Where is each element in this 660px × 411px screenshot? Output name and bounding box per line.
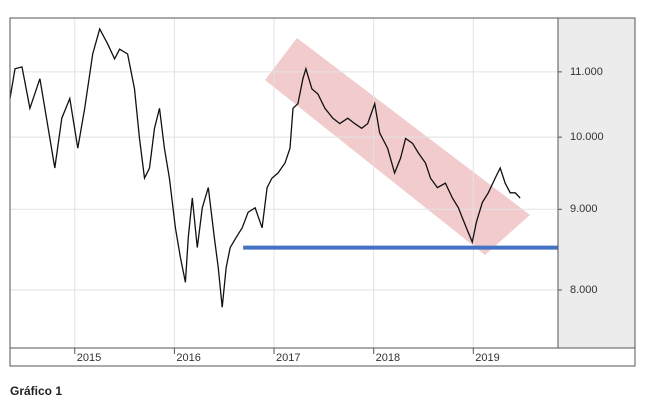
frame xyxy=(9,17,636,367)
x-tick-label: 2019 xyxy=(475,352,499,364)
y-tick-label: 9.000 xyxy=(570,203,598,215)
x-tick-label: 2017 xyxy=(276,352,300,364)
y-axis-panel xyxy=(558,18,635,348)
grid xyxy=(10,18,558,348)
x-tick-label: 2018 xyxy=(376,352,400,364)
price-line xyxy=(9,27,521,308)
y-tick-label: 8.000 xyxy=(570,284,598,296)
y-tick-label: 10.000 xyxy=(570,131,604,143)
x-tick-label: 2015 xyxy=(77,352,101,364)
trend-channel xyxy=(265,38,530,255)
x-tick-label: 2016 xyxy=(176,352,200,364)
caption: Gráfico 1 xyxy=(10,384,62,398)
y-tick-label: 11.000 xyxy=(570,66,603,78)
marks xyxy=(9,27,558,308)
